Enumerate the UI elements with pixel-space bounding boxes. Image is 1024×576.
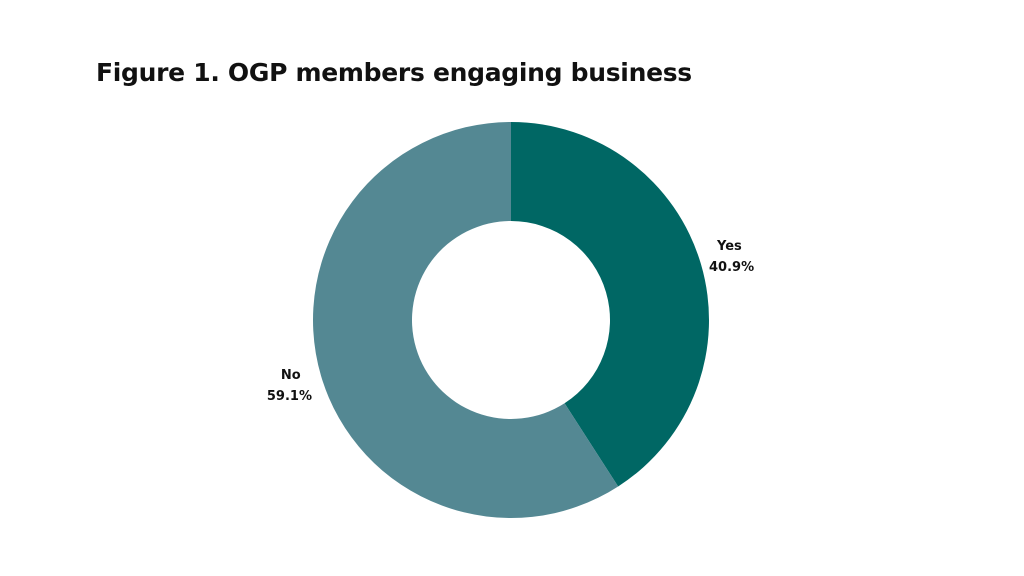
chart-title: Figure 1. OGP members engaging business	[96, 58, 692, 87]
slice-label-yes-name: Yes	[717, 239, 742, 254]
slice-label-no-name: No	[280, 368, 301, 383]
donut-slice-no	[312, 122, 619, 518]
donut-slice-yes	[511, 122, 710, 487]
slice-label-no-value: 59.1%	[266, 389, 312, 404]
slice-label-yes: Yes 40.9%	[709, 236, 754, 278]
slice-label-no: No 59.1%	[267, 365, 312, 407]
slice-label-yes-value: 40.9%	[709, 260, 755, 275]
